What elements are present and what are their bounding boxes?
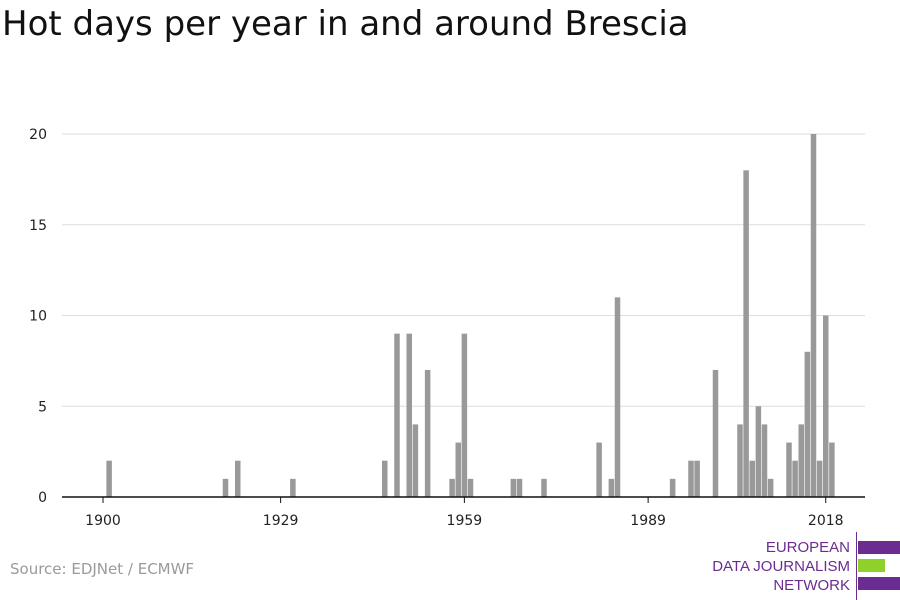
logo-line-2: DATA JOURNALISM [712,558,850,575]
bar [412,424,419,497]
bar [510,478,517,497]
bar [737,424,743,497]
bar [755,406,762,497]
y-tick-label: 5 [38,399,47,415]
logo-separator [856,532,857,600]
bar [810,134,817,497]
bar [688,460,694,497]
bar [608,478,615,497]
bar [382,460,388,497]
bar [829,442,835,497]
bar [749,460,755,497]
y-tick-label: 15 [29,218,47,234]
bar [455,442,461,497]
x-tick-label: 1959 [447,513,483,529]
bar [516,478,523,497]
bar [541,478,547,497]
x-tick-label: 1929 [263,513,299,529]
chart-title: Hot days per year in and around Brescia [2,4,689,44]
bar [798,424,804,497]
x-tick-label: 1900 [85,513,121,529]
y-tick-label: 10 [29,309,47,325]
bar [596,442,602,497]
bar [394,333,400,497]
bar [823,315,829,497]
gridlines [62,133,865,407]
bar [743,170,749,498]
logo-bar-purple-bottom [858,577,900,590]
bar [467,478,474,497]
bar [106,460,112,497]
bar [804,351,811,497]
edjnet-logo: EUROPEAN DATA JOURNALISM NETWORK [700,530,900,600]
logo-line-1: EUROPEAN [765,539,850,556]
bar [792,460,798,497]
bar [449,478,455,497]
bar [786,442,792,497]
logo-bar-green [858,559,885,572]
bar [406,333,412,497]
source-note: Source: EDJNet / ECMWF [10,560,195,578]
logo-bar-purple-top [858,541,900,554]
bar [424,369,431,497]
y-tick-label: 0 [38,490,47,506]
bar [669,478,676,497]
bar [290,478,296,497]
bar [461,333,468,497]
bar [614,297,621,497]
axes: 0 5 10 15 20 1900 1929 1959 1989 2018 [29,127,865,529]
bars [106,134,835,498]
logo-line-3: NETWORK [773,577,850,594]
bar [712,369,719,497]
bar [816,460,823,497]
bar [235,460,241,497]
y-tick-label: 20 [29,127,47,143]
x-tick-label: 2018 [808,513,844,529]
bar [694,460,700,497]
bar [767,478,774,497]
bar [222,478,229,497]
bar [761,424,768,497]
x-tick-label: 1989 [630,513,666,529]
